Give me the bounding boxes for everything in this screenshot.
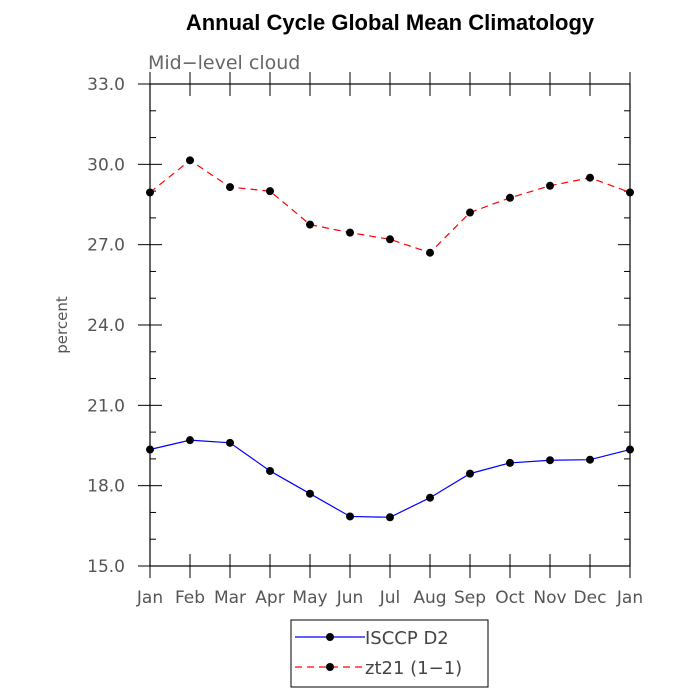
series-line-0 — [149, 439, 631, 518]
data-point-series-0 — [586, 455, 594, 464]
series-points — [146, 156, 634, 522]
data-point-series-1 — [586, 173, 594, 182]
x-tick-labels: Jan Feb Mar Apr May Jun Jul Aug Sep Oct Nov Dec Jan — [136, 588, 643, 608]
x-tick-label: Mar — [214, 588, 246, 608]
x-tick-label: Oct — [495, 588, 525, 608]
x-tick-label: Jan — [136, 588, 163, 608]
x-tick-label: May — [292, 588, 327, 608]
data-point-series-1 — [426, 248, 434, 257]
data-point-series-0 — [146, 445, 154, 454]
y-tick-labels: 15.0 18.0 21.0 24.0 27.0 30.0 33.0 — [87, 75, 125, 577]
x-tick-label: Jun — [336, 588, 364, 608]
legend-marker-zt21 — [326, 663, 334, 671]
y-tick-label: 24.0 — [87, 316, 125, 336]
series-lines — [149, 159, 631, 518]
x-tick-label: Apr — [255, 588, 284, 608]
legend-marker-isccp — [326, 633, 334, 641]
y-tick-label: 21.0 — [87, 396, 125, 416]
axis-ticks — [138, 72, 631, 578]
y-axis-label: percent — [53, 296, 71, 354]
data-point-series-1 — [346, 228, 354, 237]
data-point-series-1 — [466, 208, 474, 217]
data-point-series-0 — [506, 458, 514, 467]
plot-frame — [149, 83, 631, 567]
data-point-series-1 — [226, 183, 234, 192]
data-point-series-0 — [426, 493, 434, 502]
legend-label-isccp: ISCCP D2 — [365, 628, 449, 649]
x-tick-label: Dec — [574, 588, 607, 608]
x-tick-label: Jul — [379, 588, 401, 608]
legend-box — [290, 619, 489, 688]
data-point-series-1 — [546, 181, 554, 190]
data-point-series-1 — [386, 235, 394, 244]
data-point-series-1 — [626, 188, 634, 197]
legend: ISCCP D2 zt21 (1−1) — [290, 619, 489, 688]
data-point-series-0 — [386, 513, 394, 522]
data-point-series-0 — [346, 512, 354, 521]
legend-label-zt21: zt21 (1−1) — [365, 658, 462, 679]
data-point-series-1 — [506, 193, 514, 202]
y-tick-label: 30.0 — [87, 155, 125, 175]
data-point-series-1 — [306, 220, 314, 229]
y-tick-label: 18.0 — [87, 477, 125, 497]
data-point-series-0 — [306, 489, 314, 498]
x-tick-label: Jan — [616, 588, 643, 608]
data-point-series-0 — [226, 438, 234, 447]
data-point-series-1 — [146, 188, 154, 197]
chart-title: Annual Cycle Global Mean Climatology — [186, 10, 595, 35]
data-point-series-1 — [186, 156, 194, 165]
y-tick-label: 33.0 — [87, 75, 125, 95]
data-point-series-0 — [466, 469, 474, 478]
y-tick-label: 15.0 — [87, 557, 125, 577]
data-point-series-0 — [266, 466, 274, 475]
x-tick-label: Sep — [454, 588, 486, 608]
x-tick-label: Feb — [175, 588, 205, 608]
data-point-series-1 — [266, 187, 274, 196]
x-tick-label: Aug — [413, 588, 446, 608]
data-point-series-0 — [626, 445, 634, 454]
data-point-series-0 — [546, 456, 554, 465]
x-tick-label: Nov — [533, 588, 566, 608]
chart-subtitle: Mid−level cloud — [148, 52, 300, 74]
data-point-series-0 — [186, 436, 194, 445]
y-tick-label: 27.0 — [87, 236, 125, 256]
